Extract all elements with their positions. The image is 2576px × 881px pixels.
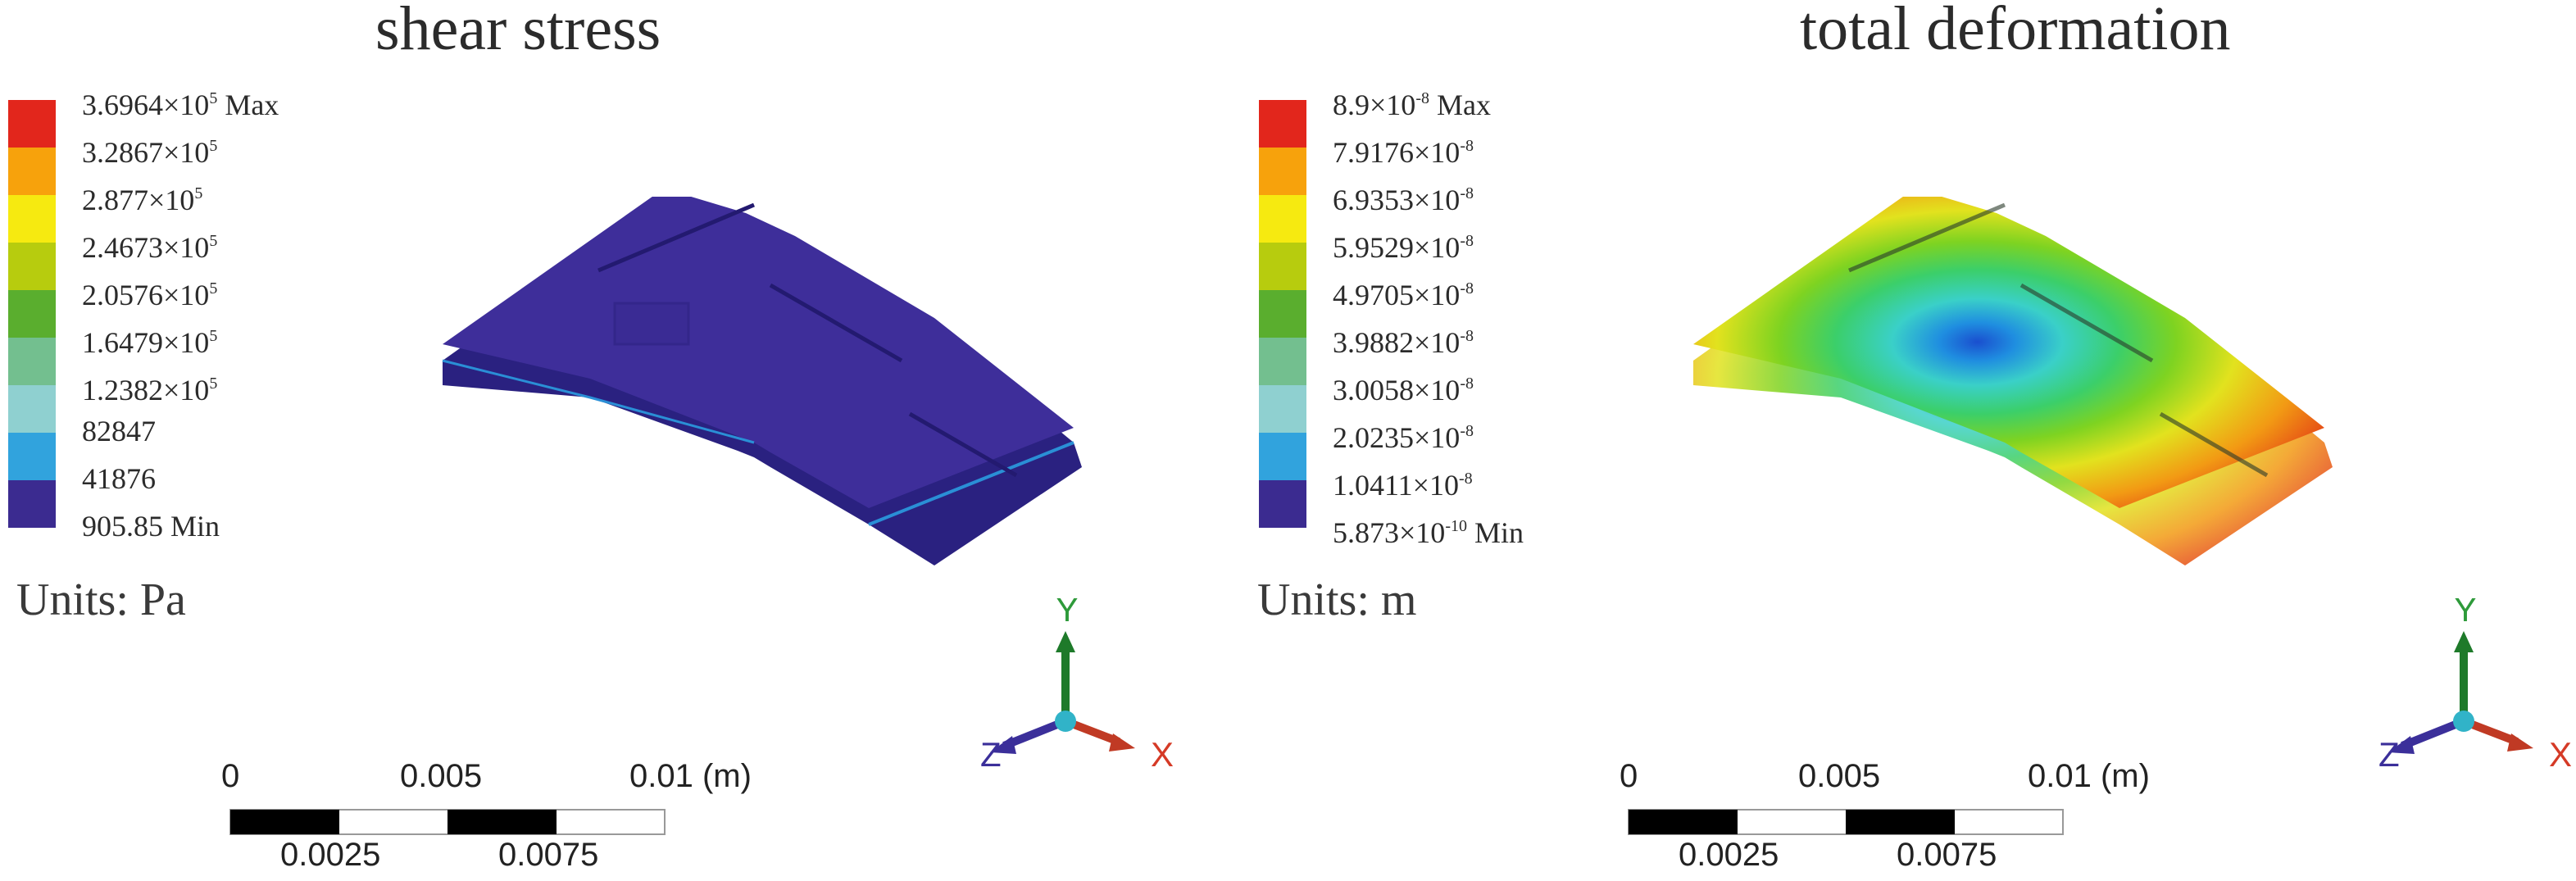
- legend-swatch: [8, 338, 56, 385]
- scale-label: 0.01 (m): [629, 758, 752, 794]
- legend-label: 2.0235×10-8: [1333, 421, 1474, 454]
- legend-label: 5.9529×10-8: [1333, 231, 1474, 264]
- legend-label: 3.2867×105: [82, 136, 218, 169]
- legend-swatch: [1259, 433, 1306, 480]
- scale-label: 0.0075: [1897, 837, 1997, 873]
- legend-swatch: [1259, 243, 1306, 290]
- legend-label: 3.6964×105 Max: [82, 89, 279, 121]
- legend-swatch: [8, 243, 56, 290]
- legend-label: 7.9176×10-8: [1333, 136, 1474, 169]
- legend-swatch: [1259, 385, 1306, 433]
- shear-stress-panel: shear stress 3.6964×105 Max 3.2867×105 2.8…: [8, 0, 1174, 881]
- legend-label: 2.4673×105: [82, 231, 218, 264]
- scale-label: 0.005: [1798, 758, 1881, 794]
- scale-bar: 0 0.005 0.01 (m) 0.0025 0.0075: [1620, 758, 2150, 881]
- legend-label: 3.9882×10-8: [1333, 326, 1474, 359]
- legend-label: 5.873×10-10 Min: [1333, 516, 1524, 549]
- total-deformation-panel: total deformation 8.9×10-8 Max 7.9176×10-…: [1251, 0, 2572, 881]
- legend-swatch: [1259, 480, 1306, 528]
- legend-label: 1.2382×105: [82, 374, 218, 406]
- panel-title: shear stress: [375, 0, 661, 63]
- scale-label: 0.0025: [280, 837, 381, 873]
- units-label: Units: Pa: [16, 574, 186, 625]
- legend-label: 82847: [82, 415, 156, 447]
- legend-swatch: [1259, 338, 1306, 385]
- legend-label: 6.9353×10-8: [1333, 184, 1474, 216]
- y-axis-label: Y: [1056, 598, 1079, 629]
- y-axis-label: Y: [2454, 598, 2477, 629]
- legend-swatch: [8, 290, 56, 338]
- z-axis-label: Z: [980, 735, 1002, 774]
- legend-label: 41876: [82, 462, 156, 495]
- units-label: Units: m: [1257, 574, 1417, 625]
- legend-label: 1.6479×105: [82, 326, 218, 359]
- z-axis-label: Z: [2378, 735, 2400, 774]
- legend-label: 2.877×105: [82, 184, 203, 216]
- scale-label: 0.005: [400, 758, 483, 794]
- panel-title: total deformation: [1800, 0, 2231, 63]
- legend-label: 2.0576×105: [82, 279, 218, 311]
- scale-bar: 0 0.005 0.01 (m) 0.0025 0.0075: [221, 758, 752, 881]
- legend-swatch: [8, 433, 56, 480]
- legend-swatch: [1259, 290, 1306, 338]
- legend-swatch: [8, 148, 56, 195]
- legend-swatch: [1259, 195, 1306, 243]
- scale-label: 0.0025: [1679, 837, 1779, 873]
- scale-label: 0.0075: [498, 837, 599, 873]
- scale-label: 0: [1620, 758, 1638, 794]
- shear-stress-model-render: [442, 197, 1082, 565]
- legend-swatch: [1259, 100, 1306, 148]
- legend-label: 3.0058×10-8: [1333, 374, 1474, 406]
- scale-bar-segments: [1628, 809, 2064, 835]
- legend-swatch: [8, 385, 56, 433]
- scale-label: 0: [221, 758, 240, 794]
- legend-swatch: [8, 480, 56, 528]
- scale-label: 0.01 (m): [2028, 758, 2150, 794]
- legend-label: 4.9705×10-8: [1333, 279, 1474, 311]
- legend-label: 905.85 Min: [82, 510, 220, 543]
- scale-bar-segments: [229, 809, 666, 835]
- legend-swatch: [8, 195, 56, 243]
- legend-label: 8.9×10-8 Max: [1333, 89, 1491, 121]
- legend-swatch: [8, 100, 56, 148]
- legend-label: 1.0411×10-8: [1333, 469, 1473, 502]
- axis-triad: Y X Z: [980, 598, 1174, 774]
- axis-triad: Y X Z: [2378, 598, 2572, 774]
- total-deformation-model-render: [1693, 197, 2333, 565]
- x-axis-label: X: [1151, 735, 1174, 774]
- x-axis-label: X: [2549, 735, 2572, 774]
- legend-swatch: [1259, 148, 1306, 195]
